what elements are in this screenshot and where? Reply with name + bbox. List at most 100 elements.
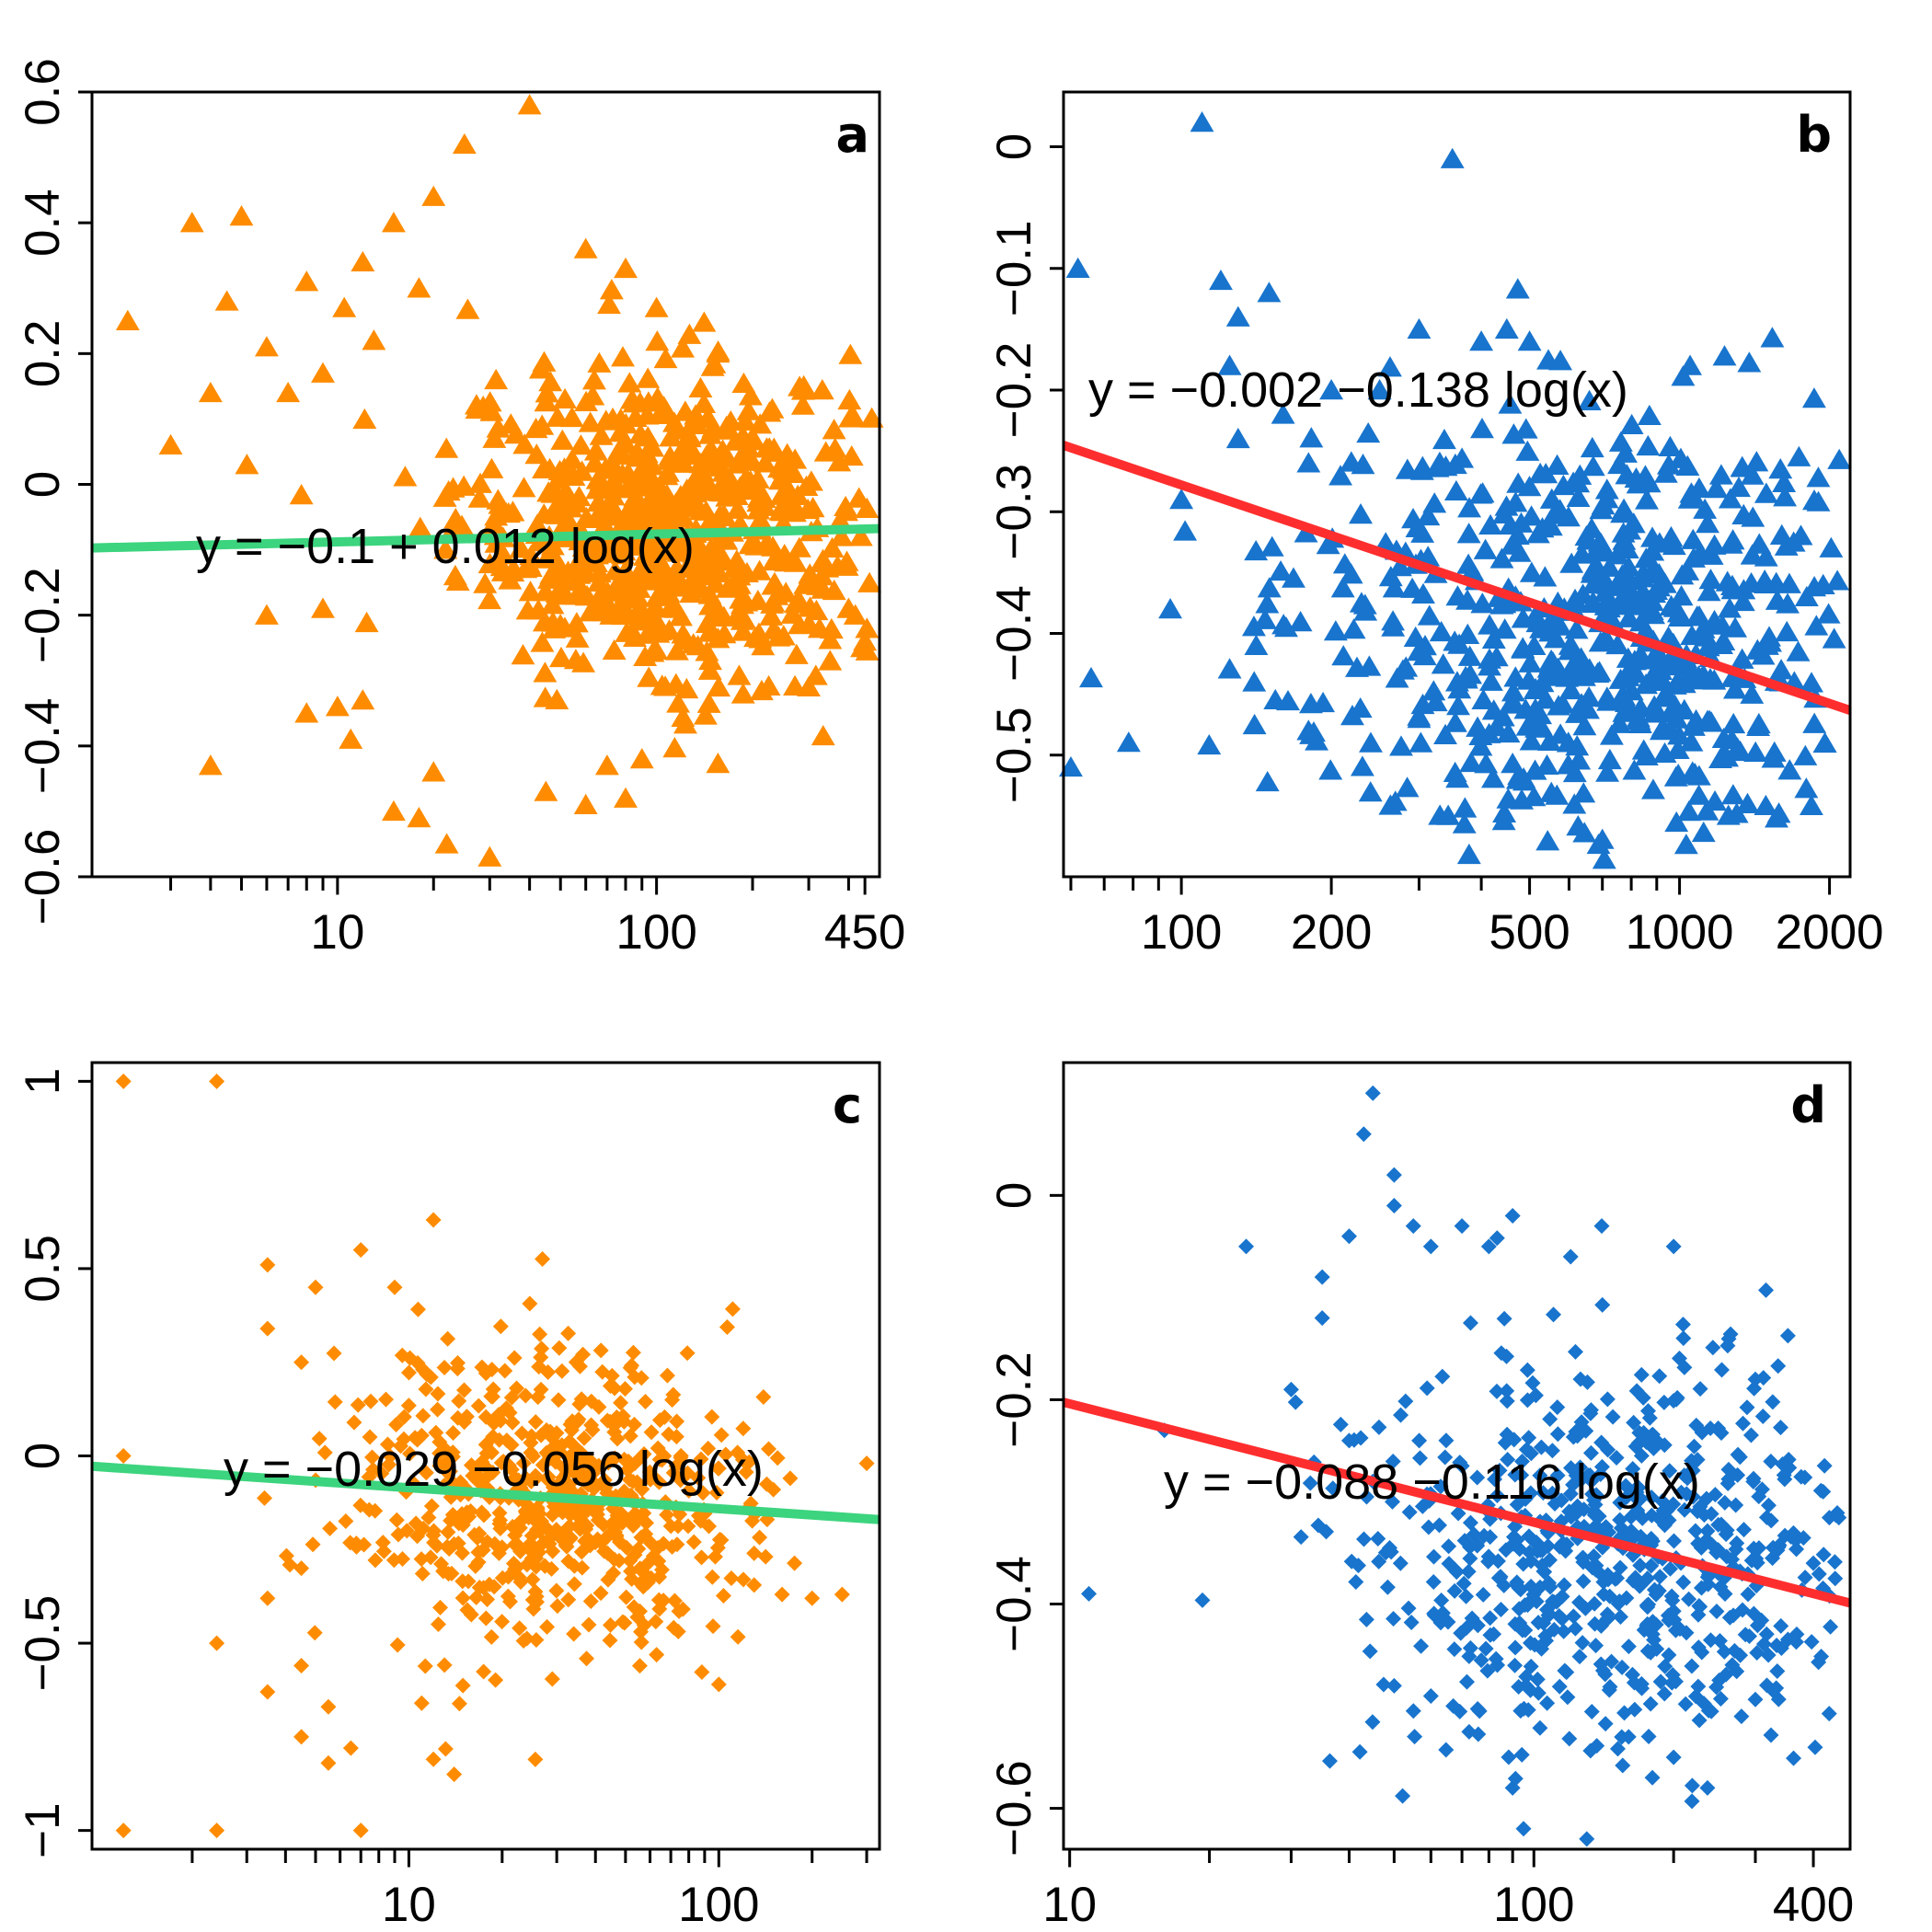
data-point xyxy=(1498,513,1523,535)
data-point xyxy=(1614,1729,1630,1745)
data-point xyxy=(1500,1451,1516,1467)
data-point xyxy=(1703,613,1728,635)
data-point xyxy=(661,507,685,528)
data-point xyxy=(444,1506,461,1523)
data-point xyxy=(540,1473,557,1489)
data-point xyxy=(1384,1493,1400,1510)
data-point xyxy=(1595,1586,1612,1603)
data-point xyxy=(1665,738,1690,760)
data-point xyxy=(1829,1504,1846,1521)
data-point xyxy=(320,1754,337,1771)
data-point xyxy=(591,1457,607,1474)
data-point xyxy=(759,604,784,626)
data-point xyxy=(586,490,611,512)
data-point xyxy=(1487,586,1512,607)
x-tick-label: 10 xyxy=(382,1878,436,1932)
data-point xyxy=(1651,1569,1668,1585)
data-point xyxy=(491,1432,508,1448)
data-point xyxy=(1633,594,1658,615)
data-point xyxy=(1802,489,1826,511)
data-point xyxy=(790,379,815,400)
data-point xyxy=(1745,1540,1762,1557)
data-point xyxy=(1565,735,1590,756)
data-point xyxy=(693,1451,709,1467)
data-point xyxy=(704,1409,720,1425)
data-point xyxy=(346,1414,362,1431)
data-point xyxy=(1542,1579,1558,1595)
data-point xyxy=(1387,556,1412,577)
data-point xyxy=(564,584,589,605)
data-point xyxy=(1346,1432,1363,1448)
data-point xyxy=(635,404,660,425)
data-point xyxy=(534,780,558,801)
data-point xyxy=(484,505,509,526)
data-point xyxy=(519,1630,535,1647)
data-point xyxy=(706,479,730,500)
data-point xyxy=(1500,691,1524,712)
data-point xyxy=(725,453,750,474)
data-point xyxy=(650,1440,666,1456)
data-point xyxy=(1582,1444,1599,1461)
data-point xyxy=(1595,761,1620,782)
data-point xyxy=(1318,759,1343,780)
data-point xyxy=(688,376,713,398)
data-point xyxy=(1558,678,1583,700)
data-point xyxy=(1705,1340,1721,1356)
data-point xyxy=(541,611,565,632)
data-point xyxy=(1594,488,1619,509)
data-point xyxy=(1419,1380,1435,1397)
data-point xyxy=(1801,387,1826,408)
data-point xyxy=(1732,1647,1749,1663)
data-point xyxy=(259,1590,276,1606)
data-point xyxy=(1631,561,1656,583)
data-point xyxy=(648,585,673,606)
data-point xyxy=(1604,1409,1621,1425)
data-point xyxy=(259,1257,276,1273)
data-point xyxy=(451,1696,467,1712)
data-point xyxy=(673,1447,689,1464)
data-point xyxy=(1696,581,1721,602)
data-point xyxy=(692,392,717,413)
data-point xyxy=(614,257,638,279)
data-point xyxy=(1405,1218,1421,1235)
data-point xyxy=(631,602,656,623)
data-point xyxy=(425,1751,442,1767)
data-point xyxy=(1777,759,1802,780)
data-point xyxy=(115,1073,132,1089)
data-point xyxy=(1547,615,1572,636)
data-point xyxy=(1795,1530,1811,1547)
data-point xyxy=(713,1427,730,1443)
data-point xyxy=(1624,1666,1640,1683)
data-point xyxy=(229,205,254,226)
data-point xyxy=(579,1650,595,1667)
data-point xyxy=(640,436,665,457)
data-point xyxy=(1325,1480,1341,1497)
data-point xyxy=(1671,365,1696,386)
data-point xyxy=(1375,1676,1392,1693)
data-point xyxy=(580,600,604,621)
data-point xyxy=(710,1460,727,1477)
data-point xyxy=(468,472,493,493)
data-point xyxy=(725,498,750,519)
data-point xyxy=(339,728,363,749)
data-point xyxy=(719,410,743,431)
data-point xyxy=(1594,1662,1611,1679)
data-point xyxy=(1614,1659,1630,1675)
data-point xyxy=(636,367,661,388)
data-point xyxy=(1730,455,1754,477)
data-point xyxy=(751,635,776,656)
data-point xyxy=(115,1448,132,1464)
data-point xyxy=(810,378,834,400)
data-point xyxy=(1566,815,1591,836)
panel-a-label: a xyxy=(836,106,869,164)
data-point xyxy=(235,454,259,475)
data-point xyxy=(1269,559,1294,581)
data-point xyxy=(517,94,542,115)
data-point xyxy=(1711,742,1736,765)
data-point xyxy=(1562,761,1587,783)
data-point xyxy=(1567,749,1592,770)
data-point xyxy=(1478,1640,1494,1657)
data-point xyxy=(1547,1496,1563,1512)
data-point xyxy=(1523,1593,1539,1609)
data-point xyxy=(499,413,523,434)
